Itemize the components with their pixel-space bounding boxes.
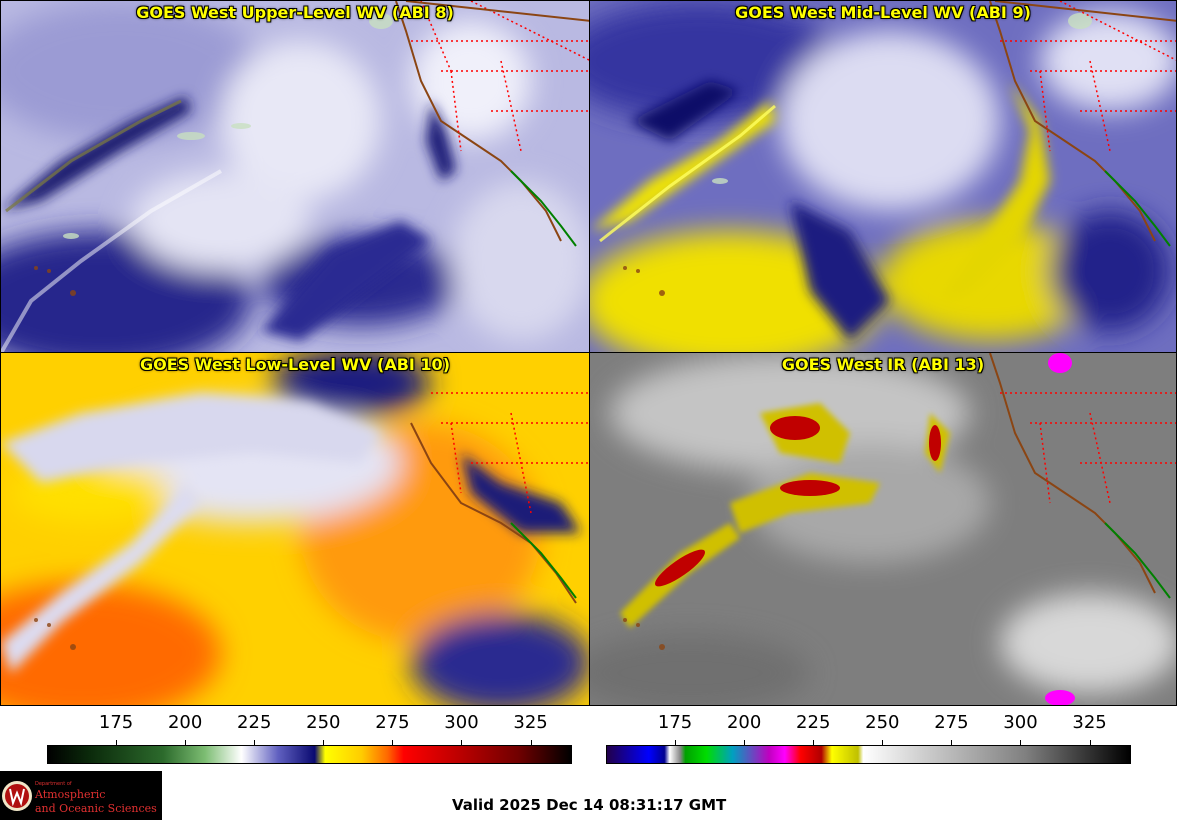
colorbar-tick-mark — [116, 740, 118, 745]
wv-colorbar-ticks: 175 200 225 250 275 300 325 — [47, 712, 572, 745]
colorbar-tick-label: 325 — [513, 712, 548, 733]
ir-colorbar-ticks: 175 200 225 250 275 300 325 — [606, 712, 1131, 745]
colorbar-tick-label: 275 — [375, 712, 410, 733]
colorbar-tick-mark — [882, 740, 884, 745]
colorbar-tick-mark — [1020, 740, 1022, 745]
colorbar-tick-label: 250 — [306, 712, 341, 733]
colorbar-tick-mark — [951, 740, 953, 745]
logo-line1: Atmospheric — [35, 788, 106, 801]
colorbar-tick-mark — [392, 740, 394, 745]
upper-level-wv-panel: GOES West Upper-Level WV (ABI 8) — [0, 0, 590, 353]
logo-dept-text: Department of — [35, 781, 72, 787]
colorbar-tick-mark — [1089, 740, 1091, 745]
colorbar-tick-mark — [185, 740, 187, 745]
upper-level-wv-image — [1, 1, 589, 352]
colorbar-tick-mark — [323, 740, 325, 745]
colorbar-tick-label: 225 — [796, 712, 831, 733]
colorbar-tick-mark — [813, 740, 815, 745]
aos-logo: Department of Atmospheric and Oceanic Sc… — [0, 771, 162, 820]
mid-level-wv-panel: GOES West Mid-Level WV (ABI 9) — [589, 0, 1177, 353]
mid-level-wv-image — [590, 1, 1176, 352]
ir-image — [590, 353, 1176, 705]
colorbar-tick-label: 325 — [1072, 712, 1107, 733]
colorbar-tick-label: 200 — [726, 712, 762, 733]
ir-colorbar — [606, 745, 1131, 764]
colorbar-tick-mark — [461, 740, 463, 745]
colorbar-tick-label: 300 — [1003, 712, 1038, 733]
colorbar-tick-mark — [254, 740, 256, 745]
colorbar-tick-label: 250 — [865, 712, 900, 733]
colorbar-tick-label: 225 — [237, 712, 272, 733]
low-level-wv-panel: GOES West Low-Level WV (ABI 10) — [0, 352, 590, 706]
valid-time-label: Valid 2025 Dec 14 08:31:17 GMT — [452, 796, 727, 814]
colorbar-tick-label: 175 — [98, 712, 134, 733]
colorbar-tick-label: 300 — [444, 712, 479, 733]
low-level-wv-image — [1, 353, 589, 705]
university-crest-icon — [2, 781, 32, 811]
colorbar-tick-label: 200 — [167, 712, 203, 733]
colorbar-tick-mark — [744, 740, 746, 745]
colorbar-tick-label: 175 — [657, 712, 693, 733]
colorbar-tick-mark — [675, 740, 677, 745]
wv-colorbar — [47, 745, 572, 764]
colorbar-tick-mark — [530, 740, 532, 745]
ir-panel: GOES West IR (ABI 13) — [589, 352, 1177, 706]
colorbar-tick-label: 275 — [934, 712, 969, 733]
logo-line2: and Oceanic Sciences — [35, 802, 157, 815]
